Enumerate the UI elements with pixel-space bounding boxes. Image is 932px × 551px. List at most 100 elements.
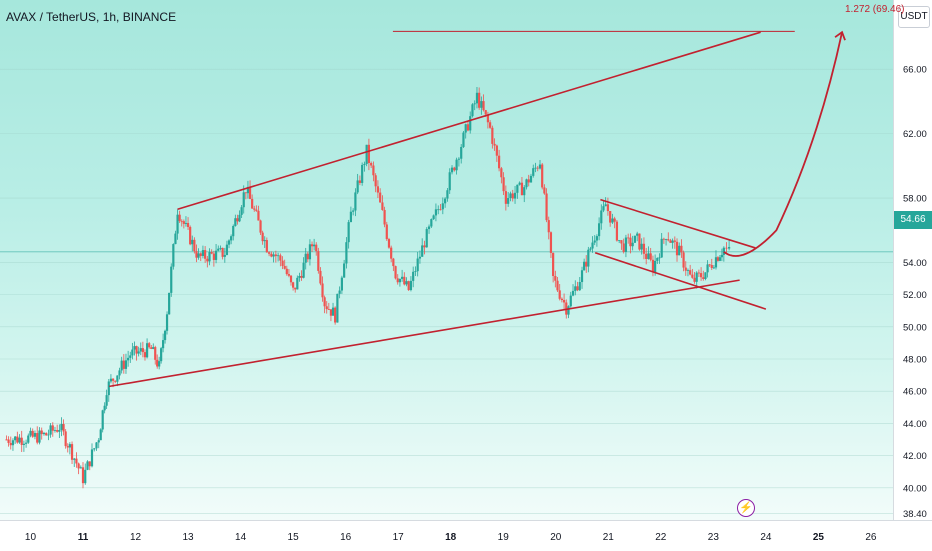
- candle-body: [536, 167, 539, 169]
- candle-body: [16, 436, 19, 443]
- y-tick-label: 52.00: [903, 290, 927, 301]
- candle-body: [133, 346, 136, 350]
- candle-body: [81, 467, 85, 484]
- x-tick-label: 14: [235, 532, 247, 543]
- candle-body: [658, 257, 661, 259]
- candle-body: [460, 146, 463, 159]
- candle-body: [702, 277, 705, 279]
- candle-body: [90, 449, 94, 467]
- candle-body: [622, 243, 625, 252]
- candle-body: [238, 214, 241, 222]
- time-axis[interactable]: [0, 520, 932, 551]
- candle-body: [53, 430, 57, 431]
- candle-body: [109, 378, 113, 382]
- candle-body: [525, 179, 528, 188]
- candle-body: [695, 272, 698, 282]
- candle-body: [507, 198, 510, 204]
- candle-body: [338, 290, 341, 294]
- candle-body: [323, 297, 326, 307]
- candle-body: [484, 110, 487, 115]
- candle-body: [638, 233, 641, 250]
- candle-body: [647, 253, 650, 259]
- candle-body: [462, 132, 465, 147]
- candle-body: [20, 437, 23, 445]
- candle-body: [567, 306, 570, 315]
- candle-body: [656, 257, 659, 261]
- candle-body: [718, 257, 722, 261]
- candle-body: [631, 242, 634, 247]
- y-tick-label: 62.00: [903, 129, 927, 140]
- plot-area[interactable]: [0, 0, 893, 520]
- candle-body: [308, 244, 312, 260]
- candle-body: [7, 439, 10, 443]
- candle-body: [552, 252, 555, 276]
- candle-body: [558, 290, 561, 299]
- candle-body: [654, 260, 657, 273]
- candle-body: [675, 241, 679, 256]
- candle-body: [379, 192, 382, 203]
- candle-body: [334, 307, 337, 323]
- candle-body: [554, 275, 557, 281]
- candle-body: [246, 186, 250, 194]
- candle-body: [538, 164, 542, 169]
- candle-body: [127, 357, 130, 361]
- candle-body: [24, 442, 28, 444]
- candle-body: [349, 211, 352, 223]
- candle-body: [165, 314, 169, 331]
- candle-body: [343, 263, 346, 278]
- candle-body: [289, 275, 293, 283]
- candle-body: [68, 444, 71, 448]
- candle-body: [649, 253, 652, 260]
- candle-body: [51, 425, 54, 431]
- candle-body: [491, 127, 494, 144]
- candle-body: [587, 249, 590, 267]
- candle-body: [182, 221, 185, 224]
- candle-body: [387, 239, 391, 248]
- candle-body: [42, 432, 46, 435]
- x-tick-label: 17: [393, 532, 405, 543]
- candle-body: [176, 214, 179, 234]
- candle-body: [571, 290, 575, 296]
- candle-body: [412, 271, 415, 281]
- candle-body: [693, 277, 696, 282]
- candle-body: [480, 101, 483, 108]
- currency-button[interactable]: USDT: [898, 6, 930, 28]
- candle-body: [248, 186, 252, 199]
- candle-body: [455, 159, 458, 171]
- candle-body: [148, 343, 151, 348]
- lightning-icon[interactable]: ⚡: [737, 499, 755, 517]
- candle-body: [296, 277, 299, 290]
- candle-body: [77, 463, 80, 469]
- candle-body: [439, 209, 442, 211]
- candle-body: [376, 186, 380, 193]
- candle-body: [160, 348, 163, 362]
- candle-body: [265, 240, 268, 253]
- y-tick-label: 44.00: [903, 419, 927, 430]
- candle-body: [38, 430, 41, 443]
- x-tick-label: 23: [708, 532, 720, 543]
- candle-body: [347, 222, 350, 243]
- candle-body: [414, 271, 417, 272]
- candle-body: [294, 287, 297, 290]
- projection-arrowhead: [834, 30, 846, 41]
- candle-body: [227, 240, 231, 245]
- y-tick-label: 58.00: [903, 194, 927, 205]
- candle-body: [722, 247, 725, 255]
- candle-body: [327, 309, 330, 310]
- candle-layer: [5, 87, 731, 489]
- candle-body: [150, 347, 153, 349]
- candle-body: [66, 446, 69, 448]
- y-tick-label: 48.00: [903, 355, 927, 366]
- candle-body: [139, 348, 142, 352]
- y-tick-label: 66.00: [903, 65, 927, 76]
- candle-body: [365, 144, 368, 164]
- candle-body: [636, 233, 639, 236]
- candle-body: [495, 145, 498, 156]
- candle-body: [651, 259, 655, 273]
- candle-body: [331, 307, 335, 316]
- candle-body: [580, 270, 584, 283]
- candle-body: [281, 260, 284, 266]
- candle-body: [223, 254, 226, 257]
- candle-body: [317, 251, 320, 271]
- price-axis[interactable]: [893, 0, 932, 520]
